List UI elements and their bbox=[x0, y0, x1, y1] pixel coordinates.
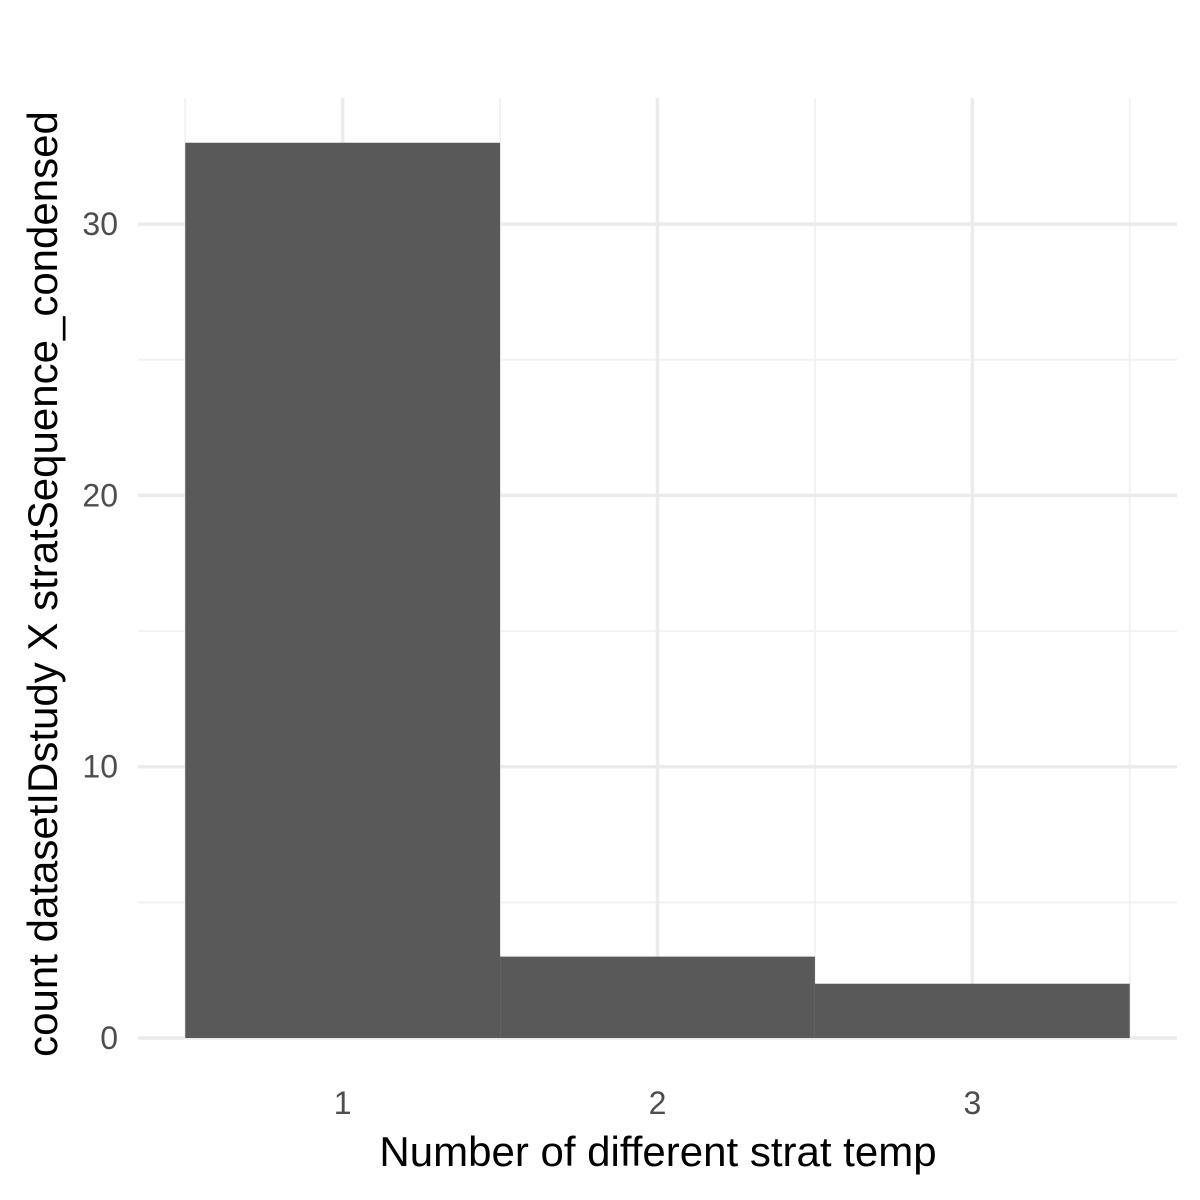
y-tick-label: 20 bbox=[82, 477, 118, 513]
y-axis-title: count datasetIDstudy X stratSequence_con… bbox=[19, 111, 66, 1057]
y-tick-label: 30 bbox=[82, 206, 118, 242]
x-tick-label: 3 bbox=[963, 1085, 981, 1121]
bar-2 bbox=[500, 956, 815, 1038]
y-axis-tick-labels: 0 10 20 30 bbox=[82, 206, 118, 1056]
y-tick-label: 10 bbox=[82, 749, 118, 785]
x-axis-title: Number of different strat temp bbox=[379, 1128, 936, 1175]
bars-layer bbox=[185, 142, 1130, 1038]
x-axis-tick-labels: 1 2 3 bbox=[334, 1085, 981, 1121]
y-tick-label: 0 bbox=[100, 1020, 118, 1056]
bar-3 bbox=[814, 983, 1130, 1038]
x-tick-label: 2 bbox=[649, 1085, 667, 1121]
x-tick-label: 1 bbox=[334, 1085, 352, 1121]
bar-1 bbox=[185, 142, 501, 1038]
